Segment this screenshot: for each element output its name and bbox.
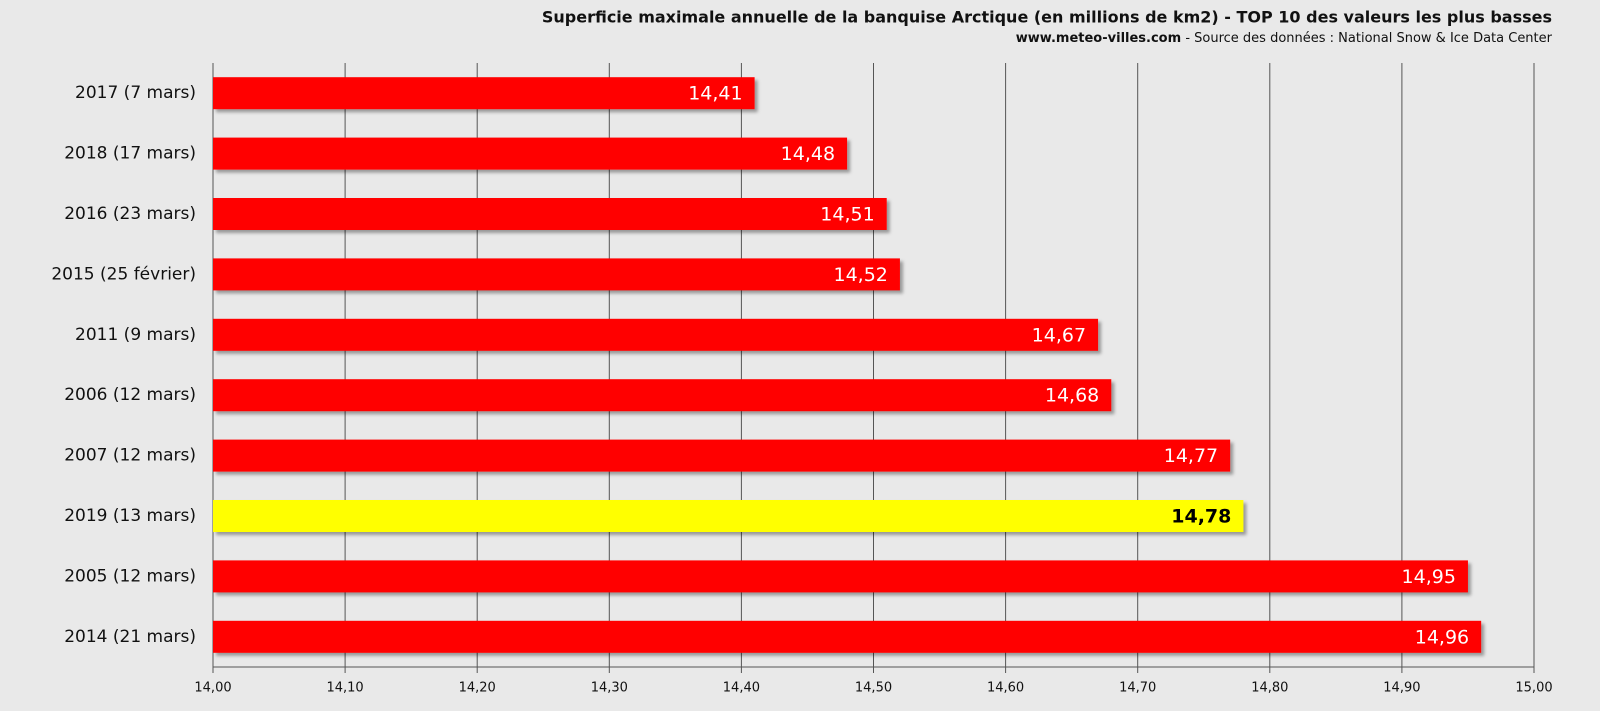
bar xyxy=(213,198,887,230)
bar xyxy=(213,258,900,291)
y-tick-label: 2016 (23 mars) xyxy=(64,204,196,224)
y-tick-label: 2011 (9 mars) xyxy=(75,325,196,345)
x-tick-label: 14,80 xyxy=(1251,681,1288,696)
x-tick-label: 14,30 xyxy=(591,681,628,696)
y-tick-label: 2019 (13 mars) xyxy=(64,506,196,526)
x-tick-label: 14,10 xyxy=(326,681,363,696)
x-tick-label: 14,90 xyxy=(1383,681,1420,696)
value-label: 14,67 xyxy=(1032,324,1086,346)
y-tick-label: 2005 (12 mars) xyxy=(64,566,196,586)
y-tick-label: 2014 (21 mars) xyxy=(64,627,196,647)
bar xyxy=(213,77,755,110)
chart-subtitle: www.meteo-villes.com - Source des donnée… xyxy=(1016,31,1553,46)
value-label: 14,48 xyxy=(781,143,835,165)
x-tick-label: 14,20 xyxy=(459,681,496,696)
value-label: 14,52 xyxy=(834,264,888,286)
value-label: 14,77 xyxy=(1164,445,1218,467)
x-tick-label: 15,00 xyxy=(1515,681,1552,696)
y-tick-label: 2018 (17 mars) xyxy=(64,144,196,164)
value-label: 14,51 xyxy=(820,204,874,226)
x-tick-label: 14,00 xyxy=(194,681,231,696)
value-label: 14,68 xyxy=(1045,385,1099,407)
x-tick-label: 14,60 xyxy=(987,681,1024,696)
x-tick-label: 14,70 xyxy=(1119,681,1156,696)
x-tick-label: 14,50 xyxy=(855,681,892,696)
value-label: 14,96 xyxy=(1415,626,1469,648)
bar xyxy=(213,620,1482,653)
bar xyxy=(213,560,1468,593)
value-label: 14,78 xyxy=(1171,506,1231,528)
bar xyxy=(213,439,1231,472)
value-label: 14,95 xyxy=(1402,566,1456,588)
y-tick-label: 2015 (25 février) xyxy=(51,264,196,284)
bar xyxy=(213,500,1244,532)
value-label: 14,41 xyxy=(688,83,742,105)
bar xyxy=(213,318,1099,351)
y-tick-label: 2017 (7 mars) xyxy=(75,83,196,103)
y-tick-label: 2006 (12 mars) xyxy=(64,385,196,405)
chart-title: Superficie maximale annuelle de la banqu… xyxy=(542,8,1552,27)
bar xyxy=(213,137,848,170)
source-site: www.meteo-villes.com xyxy=(1016,31,1181,46)
y-tick-label: 2007 (12 mars) xyxy=(64,446,196,466)
x-tick-label: 14,40 xyxy=(723,681,760,696)
bar xyxy=(213,379,1112,412)
source-text: - Source des données : National Snow & I… xyxy=(1185,31,1552,46)
